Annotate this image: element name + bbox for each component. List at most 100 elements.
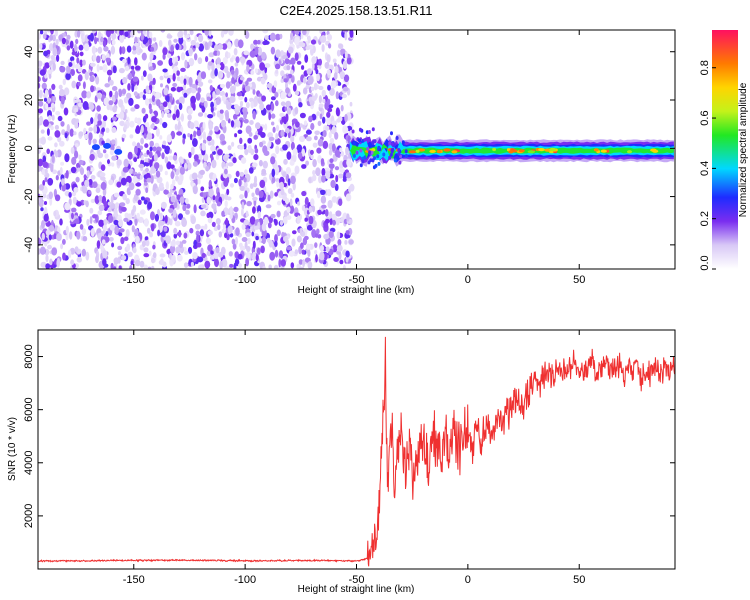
noise-speckle — [216, 50, 221, 56]
noise-speckle — [44, 177, 48, 183]
noise-speckle — [298, 259, 304, 265]
noise-speckle — [63, 87, 70, 96]
y-tick-label: 20 — [23, 94, 35, 106]
noise-speckle — [169, 149, 172, 154]
noise-speckle — [298, 41, 304, 47]
noise-speckle — [50, 163, 54, 173]
noise-speckle — [205, 237, 211, 244]
noise-speckle — [174, 123, 178, 131]
noise-speckle — [334, 183, 339, 191]
noise-speckle — [98, 204, 105, 212]
noise-speckle — [159, 105, 165, 111]
noise-speckle — [129, 120, 135, 128]
snr-panel: -150 -100 -50 0 50 2000 4000 6000 8000 Height o… — [7, 329, 676, 595]
noise-speckle — [318, 103, 324, 108]
noise-speckle — [148, 103, 152, 110]
noise-speckle — [180, 158, 184, 164]
noise-speckle — [112, 65, 117, 74]
noise-speckle — [190, 261, 194, 267]
noise-speckle — [275, 133, 279, 140]
noise-speckle — [141, 240, 146, 247]
noise-speckle — [74, 218, 80, 225]
noise-speckle — [152, 77, 156, 85]
noise-speckle — [211, 255, 215, 260]
noise-speckle — [268, 264, 272, 269]
noise-speckle — [85, 200, 89, 208]
noise-speckle — [225, 217, 229, 226]
noise-speckle — [275, 138, 281, 145]
noise-speckle — [197, 256, 204, 263]
noise-speckle — [96, 105, 101, 112]
noise-speckle — [172, 73, 176, 82]
noise-speckle — [76, 256, 83, 263]
noise-speckle — [188, 151, 192, 159]
noise-speckle — [316, 111, 320, 116]
noise-speckle — [193, 120, 199, 128]
noise-speckle — [236, 91, 243, 97]
noise-speckle — [43, 119, 49, 127]
colorbar-ticks: 0.0 0.2 0.4 0.6 0.8 — [699, 60, 716, 271]
noise-speckle — [221, 43, 228, 50]
noise-speckle — [252, 251, 257, 260]
noise-speckle — [270, 113, 276, 119]
noise-speckle — [217, 191, 221, 198]
noise-speckle — [193, 130, 197, 138]
noise-speckle — [349, 101, 353, 107]
x-tick-label: -150 — [123, 574, 145, 586]
noise-speckle — [146, 30, 150, 38]
noise-speckle — [70, 166, 77, 174]
noise-speckle — [345, 172, 352, 179]
noise-speckle — [329, 87, 335, 96]
noise-speckle — [202, 131, 207, 141]
noise-speckle — [77, 167, 80, 172]
noise-speckle — [217, 70, 224, 80]
noise-speckle — [219, 133, 225, 142]
noise-speckle — [299, 227, 303, 236]
noise-speckle — [133, 193, 138, 202]
noise-speckle — [88, 178, 93, 186]
noise-speckle — [346, 56, 352, 65]
noise-speckle — [108, 179, 114, 186]
noise-speckle — [276, 210, 281, 218]
noise-speckle — [164, 145, 170, 155]
noise-speckle — [124, 31, 129, 37]
noise-speckle — [56, 257, 61, 266]
noise-speckle — [127, 56, 131, 65]
noise-speckle — [39, 42, 43, 50]
noise-speckle — [243, 118, 249, 124]
noise-blob — [114, 148, 123, 155]
noise-speckle — [86, 170, 90, 179]
noise-speckle — [144, 143, 149, 149]
noise-speckle — [290, 262, 295, 269]
noise-speckle — [116, 159, 122, 166]
noise-speckle — [311, 95, 317, 102]
noise-speckle — [98, 219, 104, 227]
noise-speckle — [108, 100, 114, 106]
noise-speckle — [140, 137, 145, 145]
noise-speckle — [251, 231, 255, 237]
noise-speckle — [39, 196, 44, 201]
noise-speckle — [38, 89, 43, 99]
noise-speckle — [328, 149, 333, 156]
noise-speckle — [135, 188, 141, 196]
noise-speckle — [211, 69, 216, 77]
noise-speckle — [108, 237, 114, 242]
noise-speckle — [147, 132, 153, 140]
noise-speckle — [260, 245, 265, 254]
noise-speckle — [175, 43, 180, 51]
noise-speckle — [240, 157, 247, 164]
noise-speckle — [224, 65, 229, 74]
noise-speckle — [331, 120, 338, 126]
noise-speckle — [320, 158, 325, 165]
noise-speckle — [254, 148, 259, 154]
noise-speckle — [179, 75, 185, 85]
noise-speckle — [226, 71, 231, 79]
noise-speckle — [139, 260, 145, 268]
noise-speckle — [138, 216, 144, 223]
noise-speckle — [149, 140, 154, 147]
noise-speckle — [301, 148, 306, 157]
noise-speckle — [155, 91, 161, 99]
noise-speckle — [153, 37, 157, 42]
signal-hotspot — [437, 149, 441, 153]
noise-speckle — [150, 223, 155, 232]
